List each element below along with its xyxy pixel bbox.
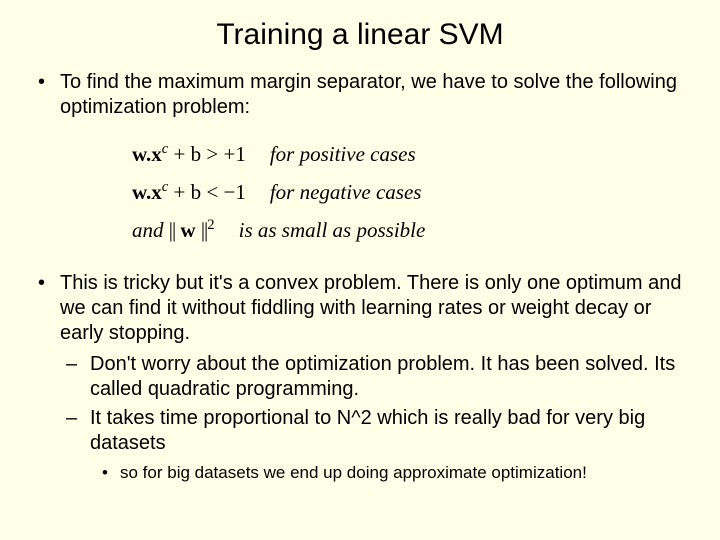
eq2-rest: + b < −1: [168, 180, 246, 204]
eq3-and: and: [132, 218, 169, 242]
eq1-desc: for positive cases: [270, 136, 416, 174]
subsub-list: so for big datasets we end up doing appr…: [90, 462, 686, 483]
eq3-sup: 2: [207, 217, 214, 233]
eq1-rest: + b > +1: [168, 142, 246, 166]
bullet-1: To find the maximum margin separator, we…: [56, 70, 686, 120]
eq2-desc: for negative cases: [270, 174, 422, 212]
sub-list: Don't worry about the optimization probl…: [60, 352, 686, 483]
equation-1: w.xc + b > +1 for positive cases: [132, 136, 686, 174]
bullet-2-text: This is tricky but it's a convex problem…: [60, 272, 682, 344]
sub-bullet-2: It takes time proportional to N^2 which …: [86, 406, 686, 483]
eq1-wx: w.x: [132, 142, 162, 166]
bullet-list-2: This is tricky but it's a convex problem…: [34, 271, 686, 483]
slide-title: Training a linear SVM: [34, 18, 686, 52]
bullet-list: To find the maximum margin separator, we…: [34, 70, 686, 120]
eq2-wx: w.x: [132, 180, 162, 204]
eq3-w: w: [180, 218, 195, 242]
subsub-bullet-1: so for big datasets we end up doing appr…: [118, 462, 686, 483]
slide: Training a linear SVM To find the maximu…: [0, 0, 720, 510]
eq3-norm-l: ||: [169, 218, 175, 242]
sub-bullet-1: Don't worry about the optimization probl…: [86, 352, 686, 402]
eq3-desc: is as small as possible: [239, 212, 426, 250]
bullet-2: This is tricky but it's a convex problem…: [56, 271, 686, 483]
equation-3: and || w ||2 is as small as possible: [132, 212, 686, 250]
sub-bullet-2-text: It takes time proportional to N^2 which …: [90, 407, 645, 454]
equation-2: w.xc + b < −1 for negative cases: [132, 174, 686, 212]
equations-block: w.xc + b > +1 for positive cases w.xc + …: [132, 136, 686, 249]
